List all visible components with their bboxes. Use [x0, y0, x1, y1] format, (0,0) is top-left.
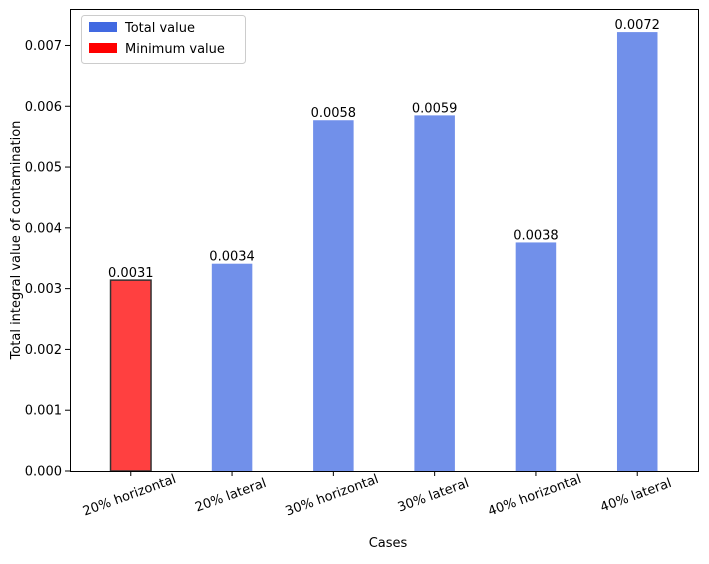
- bar-20-lateral: [211, 263, 253, 471]
- bar-value-label: 0.0059: [412, 101, 458, 116]
- legend-frame: [81, 15, 246, 64]
- y-tick-label: 0.007: [25, 39, 62, 54]
- y-tick-label: 0.004: [25, 221, 62, 236]
- x-tick-label: 20% lateral: [193, 476, 268, 516]
- bar-40-lateral: [616, 32, 658, 471]
- y-axis-label: Total integral value of contamination: [9, 121, 24, 361]
- legend-swatch: [89, 43, 117, 53]
- bar-value-label: 0.0058: [311, 106, 357, 121]
- y-tick-label: 0.002: [25, 343, 62, 358]
- bar-30-lateral: [414, 115, 455, 471]
- y-tick-label: 0.005: [25, 161, 62, 176]
- legend: Total value Minimum value: [81, 15, 246, 64]
- y-tick-label: 0.006: [25, 100, 62, 115]
- bar-value-label: 0.0038: [513, 228, 559, 243]
- legend-label: Minimum value: [125, 42, 225, 57]
- x-tick-label: 30% horizontal: [284, 472, 381, 520]
- plot-frame: [70, 9, 699, 472]
- x-axis: 20% horizontal 20% lateral 30% horizontal 3…: [81, 471, 674, 519]
- bar-30-horizontal: [313, 120, 354, 472]
- bar-20-horizontal: [109, 279, 152, 472]
- x-tick-label: 40% lateral: [598, 476, 673, 516]
- y-tick-label: 0.001: [25, 404, 62, 419]
- x-tick-label: 20% horizontal: [81, 472, 178, 520]
- x-tick-label: 40% horizontal: [486, 472, 583, 520]
- x-axis-label: Cases: [369, 536, 408, 551]
- bar-value-label: 0.0072: [614, 18, 660, 33]
- y-tick-label: 0.003: [25, 282, 62, 297]
- y-tick-label: 0.000: [25, 465, 62, 480]
- bar-40-horizontal: [515, 242, 557, 471]
- bars-group: [109, 32, 658, 472]
- legend-label: Total value: [124, 21, 195, 36]
- y-axis: 0.000 0.001 0.002 0.003 0.004 0.005 0.006 0.007: [25, 39, 70, 480]
- bar-value-label: 0.0034: [209, 250, 255, 265]
- bar-value-labels: 0.0031 0.0034 0.0058 0.0059 0.0038 0.0072: [108, 18, 660, 281]
- x-tick-label: 30% lateral: [396, 476, 471, 516]
- legend-swatch: [89, 22, 117, 32]
- bar-value-label: 0.0031: [108, 266, 154, 281]
